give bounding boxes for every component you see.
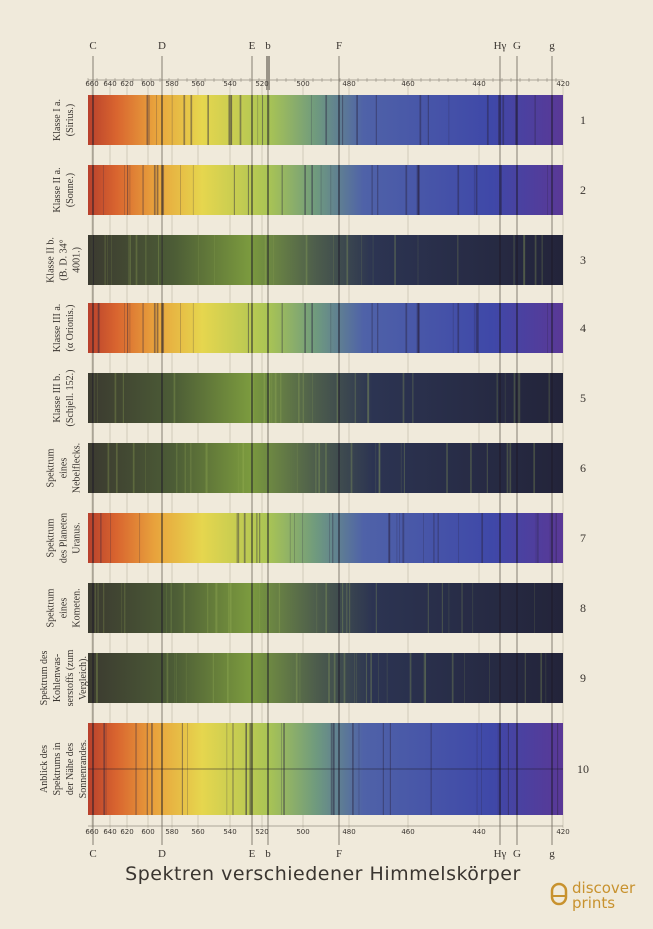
row-label: eines <box>58 458 69 479</box>
line-label: Hγ <box>494 40 507 52</box>
scale-label: 520 <box>255 828 268 836</box>
row-number: 9 <box>580 671 586 685</box>
spectrum-band <box>88 303 563 353</box>
spectrum-band <box>88 373 563 423</box>
row-label: 4001.) <box>71 247 82 273</box>
line-label: g <box>549 848 555 860</box>
brand-name: prints <box>572 894 615 912</box>
spectrum-band <box>88 583 563 633</box>
row-label: Kohlenwas- <box>52 654 63 702</box>
row-label: der Nähe des <box>65 743 76 795</box>
scale-label: 480 <box>342 828 355 836</box>
line-label: b <box>265 40 271 52</box>
spectrum-band <box>88 165 563 215</box>
row-label: Nebelflecks. <box>71 443 82 493</box>
spectrum-band <box>88 95 563 145</box>
line-label: F <box>336 848 342 860</box>
scale-label: 540 <box>223 828 236 836</box>
scale-label: 420 <box>556 80 569 88</box>
line-label: F <box>336 40 342 52</box>
scale-label: 600 <box>141 828 154 836</box>
row-label: Sonnenrandes. <box>78 740 89 799</box>
row-label: Vergleich). <box>78 656 89 700</box>
scale-label: 620 <box>120 828 133 836</box>
scale-label: 440 <box>472 828 485 836</box>
scale-label: 620 <box>120 80 133 88</box>
row-label: Spektrum <box>45 448 56 487</box>
line-label: g <box>549 40 555 52</box>
row-label: (Sirius.) <box>65 104 76 137</box>
brand-name: discover <box>572 879 636 897</box>
spectrum-band <box>88 513 563 563</box>
row-label: Spektrum <box>45 588 56 627</box>
row-number: 1 <box>580 113 586 127</box>
line-label: b <box>265 848 271 860</box>
scale-label: 660 <box>85 80 98 88</box>
scale-label: 580 <box>165 828 178 836</box>
row-label: Klasse III a. <box>52 304 63 353</box>
spectrum-band <box>88 443 563 493</box>
row-number: 10 <box>577 762 589 776</box>
plate-title: Spektren verschiedener Himmelskörper <box>125 863 521 885</box>
row-number: 2 <box>580 183 586 197</box>
line-label: C <box>89 848 96 860</box>
scale-label: 580 <box>165 80 178 88</box>
scale-label: 520 <box>255 80 268 88</box>
logo-icon <box>550 882 568 906</box>
scale-label: 440 <box>472 80 485 88</box>
scale-label: 460 <box>401 80 414 88</box>
row-number: 7 <box>580 531 586 545</box>
scale-label: 500 <box>296 80 309 88</box>
scale-label: 460 <box>401 828 414 836</box>
row-number: 8 <box>580 601 586 615</box>
b-marker <box>266 56 270 90</box>
row-label: Spektrums in <box>52 742 63 795</box>
scale-label: 600 <box>141 80 154 88</box>
line-label: E <box>249 40 256 52</box>
spectrum-band <box>88 653 563 703</box>
scale-label: 560 <box>191 828 204 836</box>
row-label: (Schjell. 152.) <box>65 370 76 427</box>
row-label: des Planeten <box>58 513 69 563</box>
row-label: Klasse II b. <box>45 237 56 283</box>
line-label: E <box>249 848 256 860</box>
scale-label: 500 <box>296 828 309 836</box>
row-label: Uranus. <box>71 522 82 553</box>
scale-label: 480 <box>342 80 355 88</box>
scale-label: 640 <box>103 828 116 836</box>
spectrum-band <box>88 235 563 285</box>
bands <box>88 95 563 815</box>
row-label: Spektrum des <box>39 651 50 706</box>
row-label: Spektrum <box>45 518 56 557</box>
line-label: D <box>158 848 166 860</box>
row-label: eines <box>58 598 69 619</box>
line-label: D <box>158 40 166 52</box>
line-label: C <box>89 40 96 52</box>
row-number: 5 <box>580 391 586 405</box>
row-label: Klasse III b. <box>52 373 63 422</box>
row-label: serstoffs (zum <box>65 649 76 706</box>
scale-label: 560 <box>191 80 204 88</box>
scale-label: 640 <box>103 80 116 88</box>
row-label: Kometen. <box>71 588 82 627</box>
row-label: Klasse II a. <box>52 167 63 212</box>
row-label: Anblick des <box>39 745 50 793</box>
texts: 660 660 640 640 620 620 600 600 580 580 560 560 540 5… <box>39 40 636 912</box>
scale-label: 540 <box>223 80 236 88</box>
row-label: Klasse I a. <box>52 99 63 141</box>
line-label: G <box>513 848 521 860</box>
row-number: 3 <box>580 253 586 267</box>
row-number: 6 <box>580 461 586 475</box>
row-number: 4 <box>580 321 586 335</box>
row-label: (Sonne.) <box>65 173 76 207</box>
row-label: (α Orionis.) <box>65 305 76 352</box>
line-label: G <box>513 40 521 52</box>
scale-label: 420 <box>556 828 569 836</box>
scale-label: 660 <box>85 828 98 836</box>
line-label: Hγ <box>494 848 507 860</box>
row-label: (B. D. 34° <box>58 239 69 280</box>
